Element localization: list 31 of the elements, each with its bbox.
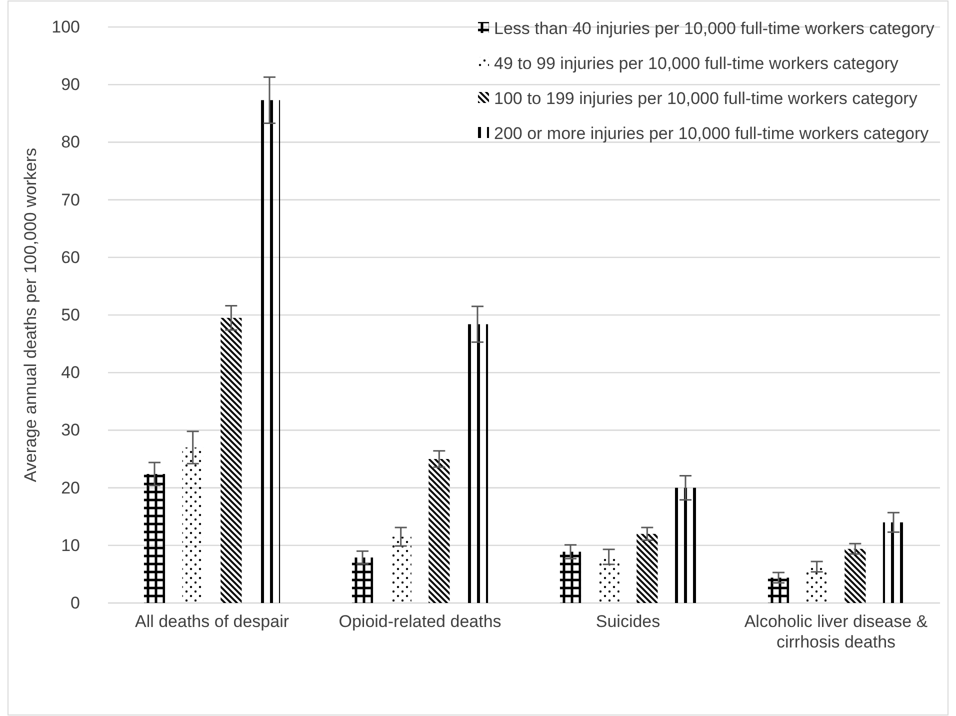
- bar: [560, 552, 582, 603]
- y-tick-label: 50: [61, 305, 80, 324]
- y-tick-label: 60: [61, 248, 80, 267]
- bar: [768, 578, 790, 603]
- bar: [352, 557, 374, 603]
- y-tick-label: 90: [61, 75, 80, 94]
- bar: [220, 318, 242, 603]
- y-tick-label: 70: [61, 190, 80, 210]
- y-axis-title: Average annual deaths per 100,000 workers: [21, 148, 40, 482]
- legend-label: 200 or more injuries per 10,000 full-time workers category: [494, 124, 930, 144]
- legend-label: Less than 40 injuries per 10,000 full-time workers category: [494, 19, 935, 38]
- y-tick-label: 10: [61, 536, 80, 555]
- bar: [882, 522, 904, 603]
- bar: [428, 459, 450, 603]
- x-tick-label: Suicides: [596, 612, 660, 632]
- y-tick-label: 0: [70, 593, 80, 612]
- bar: [466, 324, 488, 603]
- x-tick-label: Alcoholic liver disease & cirrhosis deaths: [744, 612, 928, 652]
- x-tick-label: Opioid-related deaths: [338, 612, 502, 632]
- legend-label: 100 to 199 injuries per 10,000 full-time workers category: [494, 89, 918, 108]
- legend-label: 49 to 99 injuries per 10,000 full-time workers category: [494, 54, 899, 74]
- bar: [674, 488, 696, 603]
- y-tick-label: 30: [61, 420, 80, 440]
- bar: [144, 474, 166, 603]
- y-tick-label: 100: [52, 17, 80, 36]
- bar: [844, 548, 866, 603]
- y-tick-label: 80: [61, 132, 80, 152]
- y-tick-label: 40: [61, 363, 80, 382]
- bar: [636, 534, 658, 603]
- x-tick-label: All deaths of despair: [134, 612, 290, 632]
- y-tick-label: 20: [61, 478, 80, 498]
